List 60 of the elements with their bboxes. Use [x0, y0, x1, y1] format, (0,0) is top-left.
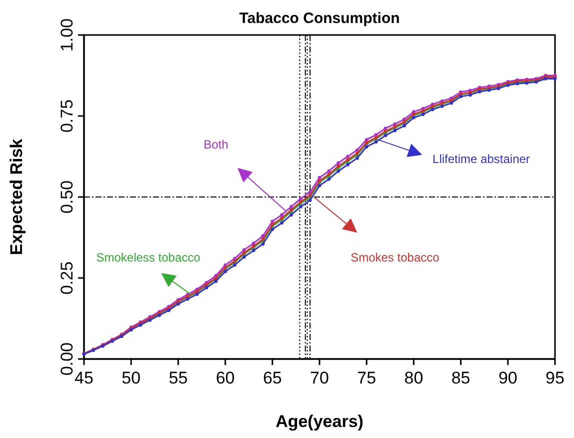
y-tick-label: 0.50 [57, 180, 76, 214]
point [242, 255, 246, 259]
point [233, 263, 236, 267]
point [318, 176, 322, 180]
point [204, 286, 208, 290]
text: Both [204, 137, 228, 152]
point [308, 198, 312, 202]
point [364, 145, 368, 148]
point [346, 162, 350, 166]
point [336, 161, 340, 165]
x-tick-label: 45 [74, 368, 94, 388]
point [290, 213, 293, 217]
x-tick-label: 70 [310, 368, 329, 388]
x-tick-label: 55 [168, 368, 188, 388]
point [374, 133, 378, 136]
y-tick-label: 0.25 [57, 261, 76, 295]
point [393, 128, 397, 132]
point [384, 126, 388, 130]
point [346, 154, 350, 158]
point [214, 280, 218, 283]
chart-title: Tabacco Consumption [239, 10, 400, 27]
point [298, 196, 302, 200]
x-tick-label: 90 [498, 368, 518, 388]
x-tick-label: 65 [262, 368, 282, 388]
point [393, 122, 397, 126]
point [384, 134, 388, 138]
point [355, 148, 359, 152]
point [280, 213, 284, 217]
x-tick-label: 50 [122, 368, 141, 388]
x-tick-label: 60 [216, 368, 235, 388]
text: Smokes tobacco [350, 250, 440, 265]
point [402, 124, 406, 128]
y-tick-label: 1.00 [57, 18, 76, 52]
point [298, 205, 302, 208]
series-label: Smokeless tobacco [96, 250, 201, 265]
x-tick-label: 80 [404, 368, 424, 388]
point [270, 228, 274, 232]
y-tick-label: 0.00 [57, 342, 76, 376]
point [270, 220, 274, 223]
x-tick-label: 85 [451, 368, 470, 388]
point [327, 169, 331, 173]
point [261, 242, 265, 246]
point [252, 248, 256, 252]
point [374, 140, 378, 144]
y-tick-label: 0.75 [57, 99, 76, 133]
y-axis-title: Expected Risk [7, 138, 26, 256]
x-tick-label: 95 [546, 368, 564, 388]
x-tick-label: 75 [357, 368, 376, 388]
point [327, 177, 331, 181]
point [318, 184, 322, 188]
point [280, 221, 284, 225]
text: Llifetime abstainer [432, 152, 530, 166]
x-axis-title: Age(years) [276, 412, 364, 431]
point [421, 112, 425, 116]
point [224, 270, 227, 274]
point [242, 248, 246, 252]
point [336, 169, 340, 173]
point [290, 205, 293, 208]
point [355, 156, 359, 160]
point [364, 138, 368, 142]
